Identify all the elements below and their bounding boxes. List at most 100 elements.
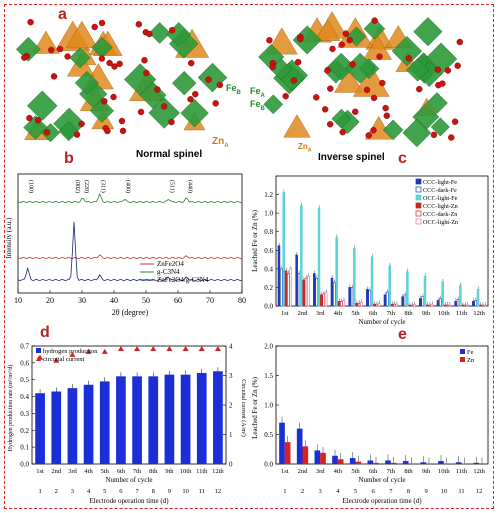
bar: [83, 384, 94, 464]
bar: [99, 381, 110, 464]
day-label: 11: [199, 488, 205, 495]
crystal-normal-spinel: [15, 18, 228, 143]
legend-label: hydrogen production: [43, 348, 98, 355]
x-tick-label: 4th: [84, 468, 93, 475]
octahedron-shape: [15, 36, 41, 62]
current-marker: [85, 348, 92, 354]
x-tick-label: 40: [110, 296, 118, 305]
oxygen-atom: [98, 55, 106, 62]
bar: [472, 301, 475, 307]
bar: [481, 304, 485, 307]
oxygen-atom: [282, 92, 289, 100]
bar: [116, 376, 126, 464]
peak-label: (440): [187, 180, 194, 193]
bar: [164, 374, 175, 464]
current-marker: [150, 345, 157, 351]
bar: [148, 376, 159, 464]
bar: [302, 446, 309, 464]
y-tick-label: 0.4: [20, 393, 29, 401]
tetrahedron-shape: [334, 67, 364, 93]
bar: [370, 256, 374, 307]
day-label: 2: [55, 488, 58, 495]
bar: [304, 277, 308, 307]
oxygen-atom: [456, 38, 464, 46]
octahedron-shape: [263, 94, 284, 115]
oxygen-atom: [454, 62, 461, 69]
bar: [476, 288, 480, 307]
y-tick-label: 0.0: [264, 461, 273, 469]
trace-g-c3n4: [17, 192, 243, 204]
oxygen-atom: [154, 86, 161, 93]
bar: [322, 293, 326, 307]
legend-label: OCC-light-Fe: [423, 195, 458, 202]
oxygen-atom: [110, 93, 117, 101]
x-tick-label: 1st: [281, 310, 289, 317]
oxygen-atom: [205, 76, 212, 83]
x-tick-label: 11th: [196, 468, 208, 475]
current-marker: [69, 351, 76, 357]
bar: [314, 450, 321, 464]
oxygen-atom: [135, 21, 143, 28]
bar: [423, 275, 427, 307]
octahedron-shape: [405, 58, 430, 82]
oxygen-atom: [73, 131, 81, 138]
bar: [340, 301, 343, 307]
oxygen-atom: [294, 58, 302, 66]
bar: [320, 452, 326, 464]
octahedron-shape: [425, 92, 448, 114]
x-tick-label: 11th: [456, 468, 468, 475]
bar: [332, 455, 338, 464]
bar: [373, 462, 379, 464]
panel-label-d: d: [40, 324, 50, 341]
oxygen-atom: [160, 103, 168, 110]
day-label: 7: [389, 488, 393, 495]
panel-label-a: a: [58, 6, 67, 23]
day-label: 4: [87, 488, 91, 495]
x2-axis-label: Electrode operation time (d): [342, 497, 422, 505]
oxygen-atom: [370, 127, 377, 134]
x-tick-label: 9th: [165, 468, 174, 475]
oxygen-atom: [363, 86, 371, 94]
day-label: 5: [354, 488, 357, 495]
bar: [333, 282, 336, 307]
legend-swatch: [36, 356, 41, 361]
bar: [393, 303, 396, 307]
oxygen-atom: [444, 67, 452, 74]
x-tick-label: 2nd: [298, 310, 309, 317]
y-axis-label: Leached Fe or Zn (%): [251, 209, 259, 271]
oxygen-atom: [370, 94, 378, 102]
bar: [443, 463, 450, 464]
oxygen-atom: [379, 79, 386, 87]
bar: [383, 294, 387, 307]
oxygen-atom: [34, 116, 42, 124]
oxygen-atom: [101, 98, 108, 105]
x-tick-label: 5th: [351, 310, 360, 317]
bar: [284, 270, 288, 307]
oxygen-atom: [111, 63, 118, 70]
tetrahedron-shape: [65, 20, 99, 49]
oxygen-atom: [64, 53, 71, 60]
legend-swatch: [415, 178, 422, 185]
x-tick-label: 7th: [387, 468, 396, 475]
trace-composite: [17, 221, 243, 282]
oxygen-atom: [439, 80, 446, 87]
oxygen-atom: [382, 104, 389, 112]
bar: [357, 302, 361, 307]
y-tick-label: 2.0: [264, 343, 273, 351]
legend-swatch: [415, 186, 422, 193]
oxygen-atom: [290, 77, 298, 84]
xrd-chart: 10 20 30 40 50 60 70 80 2θ (degree) Intensity (a.…: [5, 173, 246, 317]
oxygen-atom: [313, 94, 320, 101]
current-marker: [117, 345, 124, 351]
oxygen-atom: [26, 114, 33, 122]
bar: [337, 459, 344, 464]
panel-label-e: e: [398, 326, 407, 343]
bar: [466, 304, 469, 307]
bar: [386, 291, 389, 307]
current-marker: [182, 345, 189, 351]
bar: [349, 458, 356, 464]
bar: [448, 304, 452, 307]
bar: [408, 463, 415, 464]
day-label: 1: [38, 488, 41, 495]
plot-frame: [275, 345, 489, 465]
